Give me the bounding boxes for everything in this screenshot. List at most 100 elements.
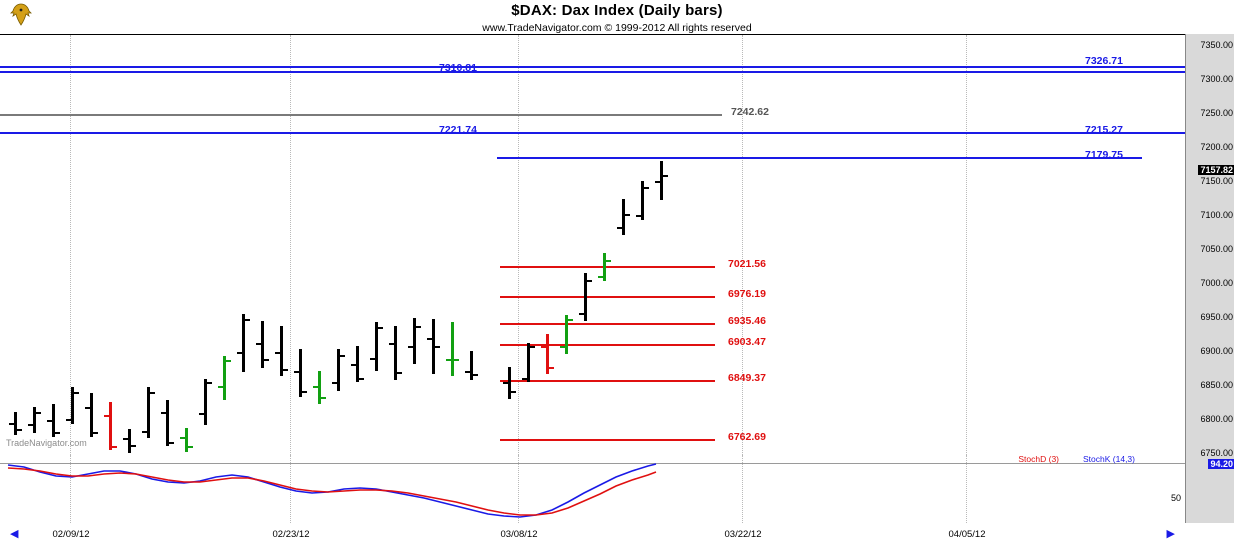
price-tick: 7350.00 xyxy=(1200,40,1233,50)
gridline-vertical xyxy=(70,455,71,523)
price-tick: 7050.00 xyxy=(1200,244,1233,254)
ohlc-close-tick xyxy=(435,345,440,348)
ohlc-bar xyxy=(584,273,587,321)
ohlc-open-tick xyxy=(522,377,527,380)
price-tick: 7250.00 xyxy=(1200,108,1233,118)
ohlc-open-tick xyxy=(389,342,394,345)
stoch-value-badge: 94.20 xyxy=(1208,459,1234,469)
ohlc-close-tick xyxy=(359,377,364,380)
price-plot[interactable]: 7310.81 7326.71 7242.62 7221.74 7215.27 … xyxy=(0,34,1185,456)
level-line-7179 xyxy=(497,157,1142,159)
stoch-fifty-label: 50 xyxy=(1170,493,1181,503)
ohlc-bar xyxy=(641,180,644,221)
ohlc-close-tick xyxy=(321,397,326,400)
price-tick: 7100.00 xyxy=(1200,210,1233,220)
price-tick: 6950.00 xyxy=(1200,312,1233,322)
ohlc-bar xyxy=(660,160,663,201)
ohlc-open-tick xyxy=(351,364,356,367)
gridline-vertical xyxy=(518,455,519,523)
current-price-badge: 7157.82 xyxy=(1198,165,1234,175)
x-tick-label: 02/09/12 xyxy=(52,529,90,540)
ohlc-bar xyxy=(52,404,55,438)
level-label-7326: 7326.71 xyxy=(1085,55,1123,67)
ohlc-bar xyxy=(527,342,530,382)
ohlc-bar xyxy=(71,386,74,424)
ohlc-open-tick xyxy=(370,357,375,360)
ohlc-bar xyxy=(33,406,36,434)
ohlc-bar xyxy=(223,356,226,401)
level-line-7326 xyxy=(0,66,1185,68)
ohlc-close-tick xyxy=(549,367,554,370)
level-label-7242: 7242.62 xyxy=(731,106,769,118)
right-arrow-icon[interactable]: ▶ xyxy=(1166,528,1175,540)
x-tick-label: 02/23/12 xyxy=(272,529,310,540)
level-label-7310: 7310.81 xyxy=(439,62,477,74)
ohlc-close-tick xyxy=(454,359,459,362)
ohlc-bar xyxy=(508,367,511,399)
ohlc-close-tick xyxy=(112,446,117,449)
ohlc-bar xyxy=(622,199,625,235)
chart-subtitle: www.TradeNavigator.com © 1999-2012 All r… xyxy=(482,22,752,34)
gridline-vertical xyxy=(966,35,967,455)
ohlc-bar xyxy=(14,412,17,436)
ohlc-bar xyxy=(565,315,568,354)
level-label-6762: 6762.69 xyxy=(728,431,766,443)
ohlc-open-tick xyxy=(9,423,14,426)
price-tick: 7200.00 xyxy=(1200,142,1233,152)
level-label-6849: 6849.37 xyxy=(728,372,766,384)
ohlc-open-tick xyxy=(313,385,318,388)
ohlc-open-tick xyxy=(66,418,71,421)
ohlc-close-tick xyxy=(302,390,307,393)
ohlc-open-tick xyxy=(503,382,508,385)
ohlc-open-tick xyxy=(85,406,90,409)
eagle-logo-icon xyxy=(10,3,32,26)
ohlc-close-tick xyxy=(150,392,155,395)
ohlc-close-tick xyxy=(416,326,421,329)
ohlc-close-tick xyxy=(207,382,212,385)
ohlc-close-tick xyxy=(511,390,516,393)
ohlc-bar xyxy=(299,349,302,398)
ohlc-close-tick xyxy=(188,446,193,449)
ohlc-open-tick xyxy=(199,413,204,416)
ohlc-open-tick xyxy=(123,438,128,441)
gridline-vertical xyxy=(742,455,743,523)
level-line-6935 xyxy=(500,323,715,325)
ohlc-open-tick xyxy=(47,419,52,422)
ohlc-bar xyxy=(147,386,150,439)
ohlc-open-tick xyxy=(256,342,261,345)
price-tick: 6900.00 xyxy=(1200,346,1233,356)
ohlc-close-tick xyxy=(644,187,649,190)
stoch-upper-band xyxy=(0,463,1185,464)
ohlc-close-tick xyxy=(74,392,79,395)
ohlc-close-tick xyxy=(226,360,231,363)
level-line-7021 xyxy=(500,266,715,268)
x-tick-label: 04/05/12 xyxy=(948,529,986,540)
level-line-6976 xyxy=(500,296,715,298)
ohlc-bar xyxy=(318,371,321,405)
level-line-7215 xyxy=(0,132,1185,134)
ohlc-bar xyxy=(280,326,283,376)
ohlc-open-tick xyxy=(180,437,185,440)
ohlc-close-tick xyxy=(530,345,535,348)
level-label-6903: 6903.47 xyxy=(728,336,766,348)
price-scale[interactable]: 7350.00 7300.00 7250.00 7200.00 7150.00 … xyxy=(1185,34,1234,523)
ohlc-open-tick xyxy=(541,345,546,348)
ohlc-bar xyxy=(413,318,416,365)
x-axis: 02/09/12 02/23/12 03/08/12 03/22/12 04/0… xyxy=(0,523,1185,548)
level-line-6903 xyxy=(500,344,715,346)
price-tick: 6850.00 xyxy=(1200,380,1233,390)
ohlc-open-tick xyxy=(579,312,584,315)
ohlc-close-tick xyxy=(587,279,592,282)
stochastic-pane[interactable]: StochD (3) StochK (14,3) 50 xyxy=(0,455,1185,524)
ohlc-bar xyxy=(337,349,340,391)
ohlc-bar xyxy=(451,322,454,376)
ohlc-open-tick xyxy=(446,359,451,362)
left-arrow-icon[interactable]: ◀ xyxy=(10,528,19,540)
ohlc-close-tick xyxy=(378,327,383,330)
ohlc-open-tick xyxy=(408,345,413,348)
gridline-vertical xyxy=(70,35,71,455)
ohlc-bar xyxy=(109,402,112,451)
price-tick: 7150.00 xyxy=(1200,176,1233,186)
ohlc-close-tick xyxy=(473,373,478,376)
gridline-vertical xyxy=(966,455,967,523)
